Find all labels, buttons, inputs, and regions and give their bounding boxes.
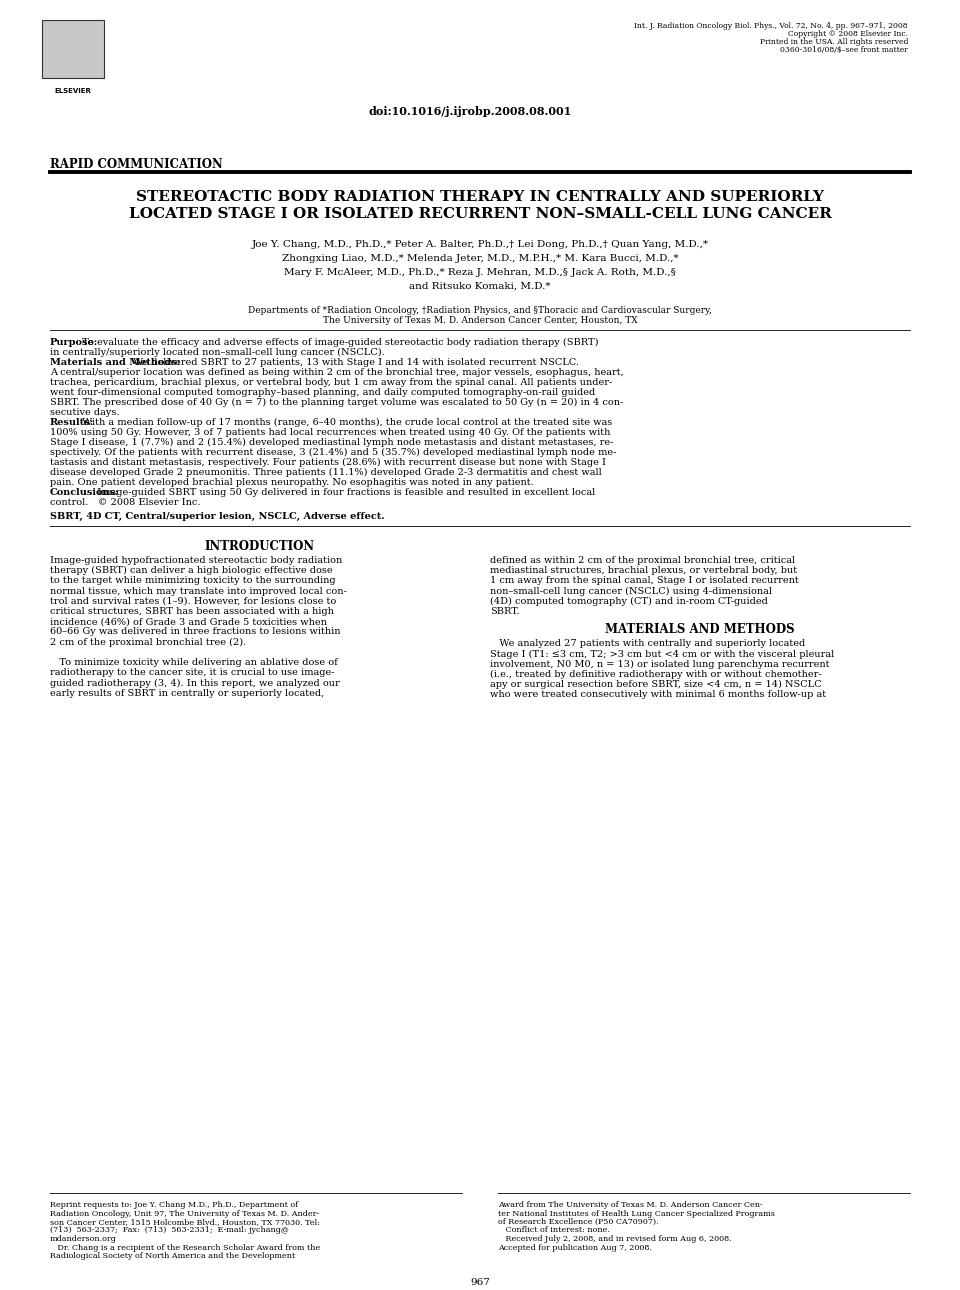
- Text: Radiation Oncology, Unit 97, The University of Texas M. D. Ander-: Radiation Oncology, Unit 97, The Univers…: [50, 1210, 320, 1218]
- Text: We delivered SBRT to 27 patients, 13 with Stage I and 14 with isolated recurrent: We delivered SBRT to 27 patients, 13 wit…: [130, 359, 579, 366]
- Text: ter National Institutes of Health Lung Cancer Specialized Programs: ter National Institutes of Health Lung C…: [498, 1210, 775, 1218]
- Text: MATERIALS AND METHODS: MATERIALS AND METHODS: [605, 623, 795, 636]
- Text: SBRT, 4D CT, Central/superior lesion, NSCLC, Adverse effect.: SBRT, 4D CT, Central/superior lesion, NS…: [50, 512, 385, 521]
- Text: Stage I (T1: ≤3 cm, T2; >3 cm but <4 cm or with the visceral pleural: Stage I (T1: ≤3 cm, T2; >3 cm but <4 cm …: [490, 649, 834, 658]
- Text: control.   © 2008 Elsevier Inc.: control. © 2008 Elsevier Inc.: [50, 498, 201, 507]
- Text: RAPID COMMUNICATION: RAPID COMMUNICATION: [50, 157, 223, 172]
- Text: Received July 2, 2008, and in revised form Aug 6, 2008.: Received July 2, 2008, and in revised fo…: [498, 1235, 732, 1244]
- Text: Conflict of interest: none.: Conflict of interest: none.: [498, 1227, 610, 1235]
- Text: ELSEVIER: ELSEVIER: [55, 88, 91, 94]
- Text: LOCATED STAGE I OR ISOLATED RECURRENT NON–SMALL-CELL LUNG CANCER: LOCATED STAGE I OR ISOLATED RECURRENT NO…: [129, 206, 831, 221]
- Text: Mary F. McAleer, M.D., Ph.D.,* Reza J. Mehran, M.D.,§ Jack A. Roth, M.D.,§: Mary F. McAleer, M.D., Ph.D.,* Reza J. M…: [284, 268, 676, 277]
- Text: non–small-cell lung cancer (NSCLC) using 4-dimensional: non–small-cell lung cancer (NSCLC) using…: [490, 587, 772, 596]
- Text: defined as within 2 cm of the proximal bronchial tree, critical: defined as within 2 cm of the proximal b…: [490, 556, 795, 565]
- Text: With a median follow-up of 17 months (range, 6–40 months), the crude local contr: With a median follow-up of 17 months (ra…: [79, 418, 612, 427]
- Text: STEREOTACTIC BODY RADIATION THERAPY IN CENTRALLY AND SUPERIORLY: STEREOTACTIC BODY RADIATION THERAPY IN C…: [136, 190, 824, 204]
- Text: Dr. Chang is a recipient of the Research Scholar Award from the: Dr. Chang is a recipient of the Research…: [50, 1244, 321, 1251]
- Text: and Ritsuko Komaki, M.D.*: and Ritsuko Komaki, M.D.*: [409, 283, 551, 292]
- Text: SBRT. The prescribed dose of 40 Gy (n = 7) to the planning target volume was esc: SBRT. The prescribed dose of 40 Gy (n = …: [50, 399, 623, 408]
- Text: Award from The University of Texas M. D. Anderson Cancer Cen-: Award from The University of Texas M. D.…: [498, 1201, 763, 1209]
- Text: Image-guided hypofractionated stereotactic body radiation: Image-guided hypofractionated stereotact…: [50, 556, 343, 565]
- Text: Printed in the USA. All rights reserved: Printed in the USA. All rights reserved: [759, 37, 908, 46]
- Text: (i.e., treated by definitive radiotherapy with or without chemother-: (i.e., treated by definitive radiotherap…: [490, 670, 822, 679]
- Text: critical structures, SBRT has been associated with a high: critical structures, SBRT has been assoc…: [50, 608, 334, 617]
- Text: Int. J. Radiation Oncology Biol. Phys., Vol. 72, No. 4, pp. 967–971, 2008: Int. J. Radiation Oncology Biol. Phys., …: [635, 22, 908, 30]
- Text: involvement, N0 M0, n = 13) or isolated lung parenchyma recurrent: involvement, N0 M0, n = 13) or isolated …: [490, 659, 829, 668]
- Text: mediastinal structures, brachial plexus, or vertebral body, but: mediastinal structures, brachial plexus,…: [490, 566, 797, 575]
- Text: trol and survival rates (1–9). However, for lesions close to: trol and survival rates (1–9). However, …: [50, 597, 336, 606]
- Text: (713)  563-2337;  Fax:  (713)  563-2331;  E-mail: jychang@: (713) 563-2337; Fax: (713) 563-2331; E-m…: [50, 1227, 289, 1235]
- Text: Radiological Society of North America and the Development: Radiological Society of North America an…: [50, 1253, 296, 1260]
- Text: to the target while minimizing toxicity to the surrounding: to the target while minimizing toxicity …: [50, 577, 336, 586]
- Text: The University of Texas M. D. Anderson Cancer Center, Houston, TX: The University of Texas M. D. Anderson C…: [323, 316, 637, 325]
- Text: Joe Y. Chang, M.D., Ph.D.,* Peter A. Balter, Ph.D.,† Lei Dong, Ph.D.,† Quan Yang: Joe Y. Chang, M.D., Ph.D.,* Peter A. Bal…: [252, 240, 708, 249]
- Text: Image-guided SBRT using 50 Gy delivered in four fractions is feasible and result: Image-guided SBRT using 50 Gy delivered …: [94, 488, 595, 497]
- Text: therapy (SBRT) can deliver a high biologic effective dose: therapy (SBRT) can deliver a high biolog…: [50, 566, 332, 575]
- Text: Copyright © 2008 Elsevier Inc.: Copyright © 2008 Elsevier Inc.: [788, 30, 908, 37]
- Text: 60–66 Gy was delivered in three fractions to lesions within: 60–66 Gy was delivered in three fraction…: [50, 627, 341, 636]
- Text: 0360-3016/08/$–see front matter: 0360-3016/08/$–see front matter: [780, 46, 908, 54]
- Text: disease developed Grade 2 pneumonitis. Three patients (11.1%) developed Grade 2-: disease developed Grade 2 pneumonitis. T…: [50, 468, 602, 477]
- Text: Stage I disease, 1 (7.7%) and 2 (15.4%) developed mediastinal lymph node metasta: Stage I disease, 1 (7.7%) and 2 (15.4%) …: [50, 439, 613, 448]
- Text: radiotherapy to the cancer site, it is crucial to use image-: radiotherapy to the cancer site, it is c…: [50, 668, 334, 677]
- Text: INTRODUCTION: INTRODUCTION: [204, 541, 315, 553]
- Text: pain. One patient developed brachial plexus neuropathy. No esophagitis was noted: pain. One patient developed brachial ple…: [50, 479, 534, 488]
- Text: Purpose:: Purpose:: [50, 338, 98, 347]
- Text: To minimize toxicity while delivering an ablative dose of: To minimize toxicity while delivering an…: [50, 658, 338, 667]
- Text: guided radiotherapy (3, 4). In this report, we analyzed our: guided radiotherapy (3, 4). In this repo…: [50, 679, 340, 688]
- Text: To evaluate the efficacy and adverse effects of image-guided stereotactic body r: To evaluate the efficacy and adverse eff…: [79, 338, 599, 347]
- Text: trachea, pericardium, brachial plexus, or vertebral body, but 1 cm away from the: trachea, pericardium, brachial plexus, o…: [50, 378, 612, 387]
- Text: spectively. Of the patients with recurrent disease, 3 (21.4%) and 5 (35.7%) deve: spectively. Of the patients with recurre…: [50, 448, 616, 457]
- Text: We analyzed 27 patients with centrally and superiorly located: We analyzed 27 patients with centrally a…: [490, 640, 805, 648]
- Text: in centrally/superiorly located non–small-cell lung cancer (NSCLC).: in centrally/superiorly located non–smal…: [50, 348, 385, 357]
- Text: Accepted for publication Aug 7, 2008.: Accepted for publication Aug 7, 2008.: [498, 1244, 652, 1251]
- Text: A central/superior location was defined as being within 2 cm of the bronchial tr: A central/superior location was defined …: [50, 368, 624, 377]
- Text: 967: 967: [470, 1278, 490, 1287]
- Text: 2 cm of the proximal bronchial tree (2).: 2 cm of the proximal bronchial tree (2).: [50, 637, 247, 646]
- Text: incidence (46%) of Grade 3 and Grade 5 toxicities when: incidence (46%) of Grade 3 and Grade 5 t…: [50, 617, 326, 626]
- Text: apy or surgical resection before SBRT, size <4 cm, n = 14) NSCLC: apy or surgical resection before SBRT, s…: [490, 680, 822, 689]
- Text: (4D) computed tomography (CT) and in-room CT-guided: (4D) computed tomography (CT) and in-roo…: [490, 597, 768, 606]
- Text: 100% using 50 Gy. However, 3 of 7 patients had local recurrences when treated us: 100% using 50 Gy. However, 3 of 7 patien…: [50, 428, 611, 437]
- Text: doi:10.1016/j.ijrobp.2008.08.001: doi:10.1016/j.ijrobp.2008.08.001: [369, 106, 571, 117]
- Text: went four-dimensional computed tomography–based planning, and daily computed tom: went four-dimensional computed tomograph…: [50, 388, 595, 397]
- Text: mdanderson.org: mdanderson.org: [50, 1235, 117, 1244]
- Text: Departments of *Radiation Oncology, †Radiation Physics, and §Thoracic and Cardio: Departments of *Radiation Oncology, †Rad…: [248, 306, 712, 315]
- Text: of Research Excellence (P50 CA70907).: of Research Excellence (P50 CA70907).: [498, 1218, 659, 1226]
- Text: Materials and Methods:: Materials and Methods:: [50, 359, 180, 366]
- Text: SBRT.: SBRT.: [490, 608, 519, 617]
- Text: Results:: Results:: [50, 418, 94, 427]
- Text: Reprint requests to: Joe Y. Chang M.D., Ph.D., Department of: Reprint requests to: Joe Y. Chang M.D., …: [50, 1201, 299, 1209]
- Text: early results of SBRT in centrally or superiorly located,: early results of SBRT in centrally or su…: [50, 689, 324, 698]
- Text: tastasis and distant metastasis, respectively. Four patients (28.6%) with recurr: tastasis and distant metastasis, respect…: [50, 458, 606, 467]
- Text: Conclusions:: Conclusions:: [50, 488, 119, 497]
- Text: who were treated consecutively with minimal 6 months follow-up at: who were treated consecutively with mini…: [490, 690, 827, 699]
- Text: secutive days.: secutive days.: [50, 408, 119, 417]
- Bar: [42, 21, 104, 77]
- Text: son Cancer Center, 1515 Holcombe Blvd., Houston, TX 77030. Tel:: son Cancer Center, 1515 Holcombe Blvd., …: [50, 1218, 320, 1226]
- Text: normal tissue, which may translate into improved local con-: normal tissue, which may translate into …: [50, 587, 347, 596]
- Text: Zhongxing Liao, M.D.,* Melenda Jeter, M.D., M.P.H.,* M. Kara Bucci, M.D.,*: Zhongxing Liao, M.D.,* Melenda Jeter, M.…: [281, 254, 679, 263]
- Text: 1 cm away from the spinal canal, Stage I or isolated recurrent: 1 cm away from the spinal canal, Stage I…: [490, 577, 799, 586]
